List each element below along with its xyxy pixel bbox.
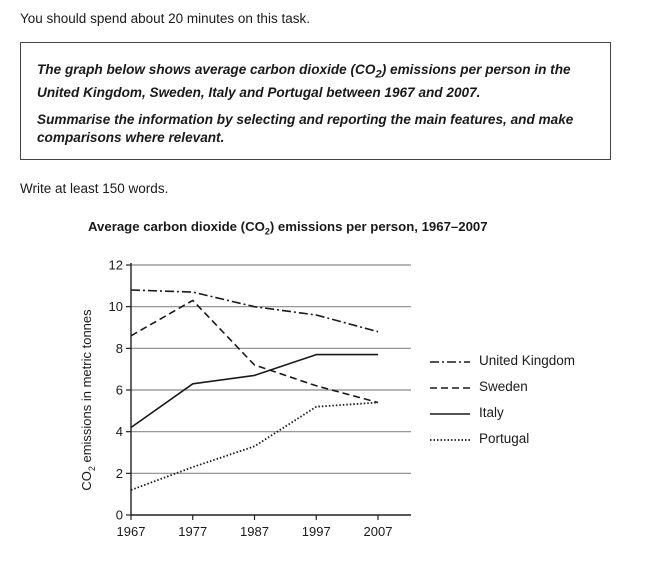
- series-line-portugal: [130, 401, 379, 491]
- legend-label: Portugal: [479, 431, 530, 446]
- task-instruction: Summarise the information by selecting a…: [37, 111, 574, 145]
- y-tick-label: 10: [109, 299, 123, 314]
- task-prompt-box: The graph below shows average carbon dio…: [20, 42, 611, 160]
- legend-label: United Kingdom: [479, 353, 576, 368]
- legend-label: Sweden: [479, 379, 528, 394]
- y-tick-label: 4: [116, 424, 123, 439]
- y-tick-label: 0: [116, 508, 123, 523]
- series-line-united-kingdom: [130, 289, 379, 333]
- x-tick-label: 2007: [364, 524, 393, 539]
- x-tick-label: 1977: [178, 524, 207, 539]
- y-tick-label: 2: [116, 466, 123, 481]
- y-tick-label: 6: [116, 383, 123, 398]
- y-tick-label: 8: [116, 341, 123, 356]
- task-time-instruction: You should spend about 20 minutes on thi…: [20, 11, 310, 26]
- series-line-sweden: [130, 299, 379, 404]
- x-tick-label: 1967: [117, 524, 146, 539]
- task-description: The graph below shows average carbon dio…: [37, 62, 571, 100]
- y-tick-label: 12: [109, 258, 123, 273]
- y-axis-label: CO2 emissions in metric tonnes: [79, 309, 97, 491]
- x-tick-label: 1997: [302, 524, 331, 539]
- legend-label: Italy: [479, 405, 504, 420]
- chart-title: Average carbon dioxide (CO2) emissions p…: [88, 219, 488, 237]
- word-count-note: Write at least 150 words.: [20, 181, 169, 196]
- series-line-italy: [130, 353, 378, 429]
- x-tick-label: 1987: [240, 524, 269, 539]
